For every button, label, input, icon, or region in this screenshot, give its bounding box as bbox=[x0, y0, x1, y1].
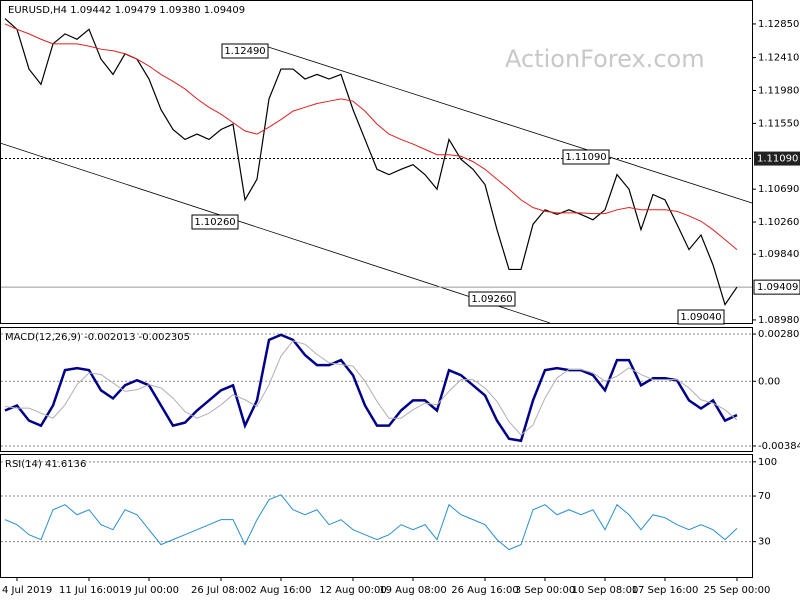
rsi-panel bbox=[0, 454, 753, 578]
y-tick-label: 1.12850 bbox=[758, 19, 799, 30]
level-label: 1.11090 bbox=[757, 154, 798, 165]
annotation: 1.09040 bbox=[680, 312, 721, 323]
y-tick-label: 1.11980 bbox=[758, 85, 799, 96]
series-line bbox=[4, 494, 738, 551]
y-tick-label: 30 bbox=[758, 537, 771, 548]
level-label-box bbox=[754, 151, 800, 166]
x-tick-label: 19 Jul 00:00 bbox=[119, 585, 179, 596]
panel-title: EURUSD,H4 1.09442 1.09479 1.09380 1.0940… bbox=[8, 5, 245, 16]
y-tick-label: 0.00 bbox=[758, 376, 780, 387]
y-tick-label: 1.10690 bbox=[758, 184, 799, 195]
y-tick-label: -0.003848 bbox=[758, 441, 800, 452]
annotation-box bbox=[191, 214, 239, 230]
trend-line bbox=[0, 142, 551, 324]
x-tick-label: 25 Sep 00:00 bbox=[704, 585, 771, 596]
annotation: 1.11090 bbox=[565, 152, 606, 163]
series-line bbox=[4, 333, 738, 443]
x-tick-label: 10 Sep 08:00 bbox=[572, 585, 639, 596]
y-tick-label: 70 bbox=[758, 491, 771, 502]
macd-panel bbox=[0, 327, 753, 452]
watermark: ActionForex.com bbox=[505, 45, 705, 73]
x-tick-label: 12 Aug 00:00 bbox=[319, 585, 386, 596]
y-tick-label: 1.09840 bbox=[758, 249, 799, 260]
x-tick-label: 2 Aug 16:00 bbox=[250, 585, 311, 596]
x-tick-label: 26 Aug 16:00 bbox=[451, 585, 518, 596]
x-tick-label: 3 Sep 00:00 bbox=[515, 585, 575, 596]
x-tick-label: 19 Aug 08:00 bbox=[379, 585, 446, 596]
panel-title: RSI(14) 41.6136 bbox=[5, 459, 86, 470]
series-line bbox=[4, 340, 738, 436]
series-line bbox=[4, 23, 738, 250]
annotation-box bbox=[562, 149, 610, 165]
y-tick-label: 0.002808 bbox=[758, 329, 800, 340]
annotation: 1.09260 bbox=[471, 294, 512, 305]
y-tick-label: 1.12410 bbox=[758, 53, 799, 64]
x-tick-label: 11 Jul 16:00 bbox=[59, 585, 119, 596]
panel-title: MACD(12,26,9) -0.002013 -0.002305 bbox=[5, 332, 190, 343]
price-label-box bbox=[753, 279, 800, 295]
annotation: 1.12490 bbox=[224, 46, 265, 57]
trend-line bbox=[261, 44, 753, 204]
annotation-box bbox=[468, 291, 516, 307]
price-panel bbox=[0, 0, 753, 324]
y-tick-label: 1.08980 bbox=[758, 315, 799, 326]
y-tick-label: 1.10260 bbox=[758, 217, 799, 228]
annotation-box bbox=[221, 43, 269, 59]
y-tick-label: 1.11550 bbox=[758, 118, 799, 129]
annotation-box bbox=[677, 309, 725, 325]
x-tick-label: 4 Jul 2019 bbox=[2, 585, 52, 596]
y-tick-label: 100 bbox=[758, 457, 777, 468]
annotation: 1.10260 bbox=[194, 217, 235, 228]
x-tick-label: 17 Sep 16:00 bbox=[632, 585, 699, 596]
price-label: 1.09409 bbox=[757, 282, 798, 293]
x-tick-label: 26 Jul 08:00 bbox=[191, 585, 251, 596]
